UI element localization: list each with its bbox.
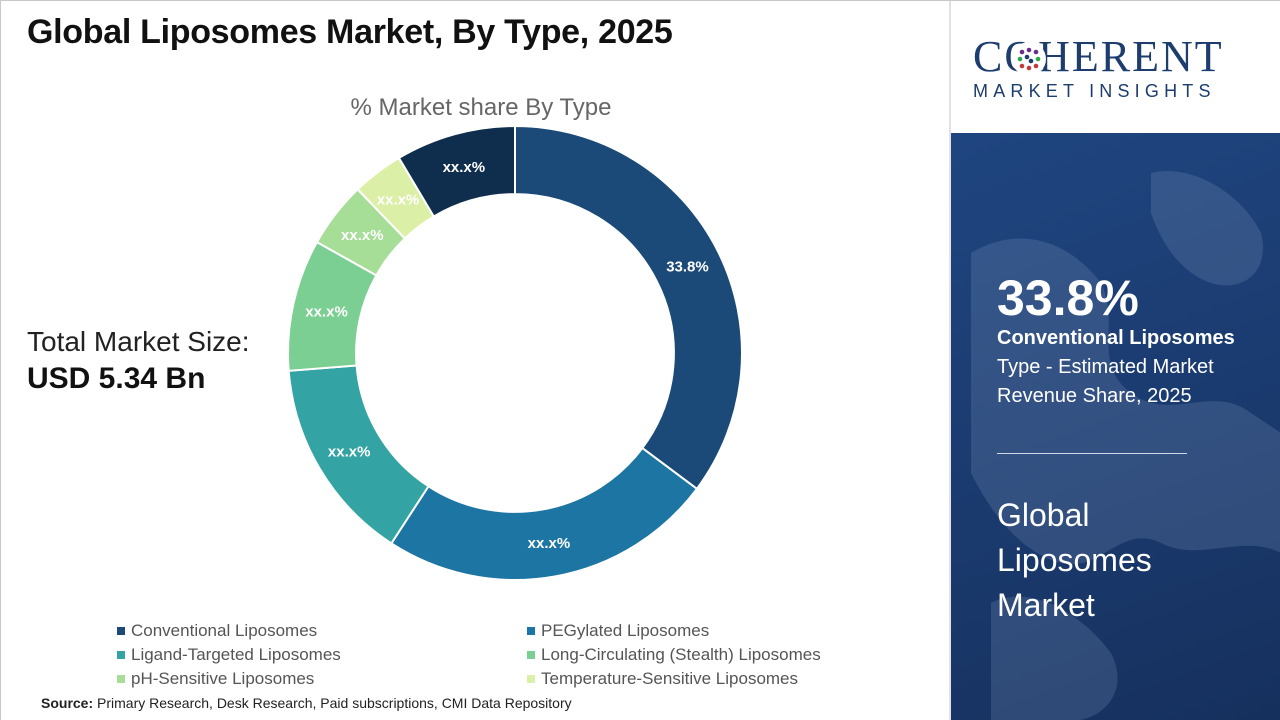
legend-item: Ligand-Targeted Liposomes bbox=[117, 645, 341, 665]
chart-title: % Market share By Type bbox=[350, 94, 612, 121]
legend-label: Conventional Liposomes bbox=[131, 621, 318, 640]
legend-swatch bbox=[527, 675, 535, 683]
legend-item: Long-Circulating (Stealth) Liposomes bbox=[527, 645, 821, 665]
highlight-percent: 33.8% bbox=[997, 270, 1139, 326]
legend-label: Long-Circulating (Stealth) Liposomes bbox=[541, 645, 821, 664]
panel-rule bbox=[997, 453, 1187, 454]
slice-label: xx.x% bbox=[305, 304, 348, 321]
chart-area: Global Liposomes Market, By Type, 2025 %… bbox=[1, 1, 949, 720]
legend-item: pH-Sensitive Liposomes bbox=[117, 669, 314, 689]
legend-label: pH-Sensitive Liposomes bbox=[131, 669, 315, 688]
legend-item: PEGylated Liposomes bbox=[527, 621, 709, 641]
slice-label: 33.8% bbox=[666, 259, 709, 276]
legend-swatch bbox=[117, 651, 125, 659]
source-note: Source: Primary Research, Desk Research,… bbox=[41, 695, 572, 711]
slice-label: xx.x% bbox=[341, 227, 384, 244]
legend-label: PEGylated Liposomes bbox=[541, 621, 710, 640]
donut-slice bbox=[397, 124, 516, 218]
source-prefix: Source: bbox=[41, 695, 94, 711]
market-size-label: Total Market Size: bbox=[27, 326, 250, 357]
divider bbox=[949, 1, 951, 720]
globe-icon bbox=[1012, 42, 1046, 76]
donut-slice bbox=[389, 446, 699, 581]
world-map-background bbox=[971, 171, 1280, 720]
logo: COHERENT MARKET INSIGHTS bbox=[951, 1, 1280, 133]
highlight-segment: Conventional Liposomes bbox=[997, 327, 1235, 349]
source-text: Primary Research, Desk Research, Paid su… bbox=[97, 695, 572, 711]
legend-swatch bbox=[527, 651, 535, 659]
legend-item: Conventional Liposomes bbox=[117, 621, 317, 641]
legend-swatch bbox=[527, 627, 535, 635]
slice-label: xx.x% bbox=[528, 535, 571, 552]
market-size-value: USD 5.34 Bn bbox=[27, 362, 206, 395]
legend-label: Ligand-Targeted Liposomes bbox=[131, 645, 341, 664]
legend-swatch bbox=[117, 627, 125, 635]
legend-swatch bbox=[117, 675, 125, 683]
side-panel: COHERENT MARKET INSIGHTS bbox=[951, 1, 1280, 720]
donut-chart: 33.8% xx.x% xx.x% xx.x% xx.x% xx.x% xx.x% bbox=[287, 124, 743, 581]
market-name: Global Liposomes Market bbox=[997, 497, 1152, 623]
slice-label: xx.x% bbox=[328, 444, 371, 461]
legend-item: Temperature-Sensitive Liposomes bbox=[527, 669, 798, 689]
market-size-block: Total Market Size: USD 5.34 Bn bbox=[27, 326, 250, 396]
slice-label: xx.x% bbox=[377, 192, 420, 209]
page-title: Global Liposomes Market, By Type, 2025 bbox=[27, 13, 673, 51]
highlight-panel: 33.8% Conventional Liposomes Type - Esti… bbox=[951, 133, 1280, 720]
logo-subtitle: MARKET INSIGHTS bbox=[973, 81, 1216, 101]
legend-label: Temperature-Sensitive Liposomes bbox=[541, 669, 799, 688]
slice-label: xx.x% bbox=[443, 159, 486, 176]
highlight-description: Type - Estimated Market Revenue Share, 2… bbox=[997, 356, 1214, 407]
donut-slice bbox=[514, 124, 743, 491]
